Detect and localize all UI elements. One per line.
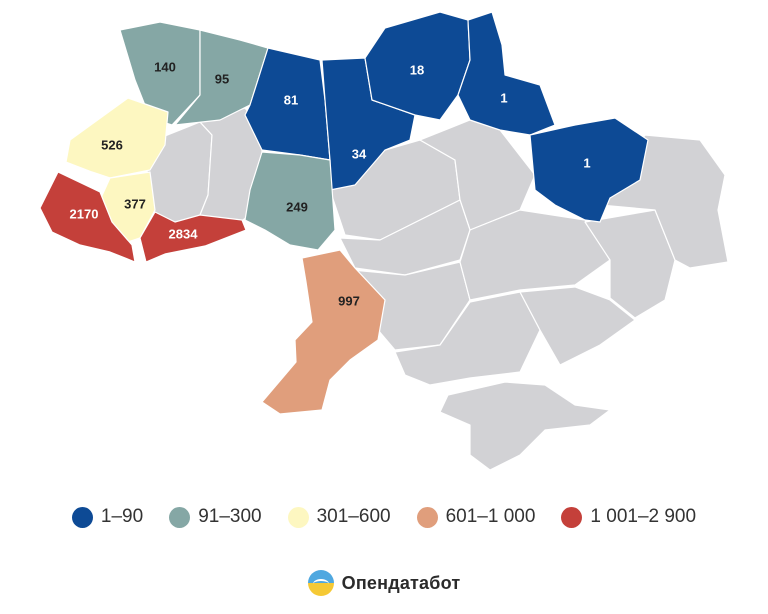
label-kyiv: 34 xyxy=(352,146,367,161)
label-chernihiv: 18 xyxy=(410,62,424,77)
opendatabot-logo-icon xyxy=(307,570,334,596)
legend-label: 91–300 xyxy=(198,506,262,527)
label-odesa: 997 xyxy=(338,293,360,308)
legend-swatch xyxy=(71,506,93,528)
legend-swatch xyxy=(169,506,191,528)
ukraine-choropleth-map: 140 95 81 34 18 1 1 249 997 526 377 2170… xyxy=(39,11,729,471)
region-crimea[interactable] xyxy=(439,381,611,471)
region-sumy[interactable] xyxy=(457,11,556,136)
region-odesa[interactable] xyxy=(261,249,386,415)
legend-item: 601–1 000 xyxy=(416,506,536,528)
brand-name: Опендатабот xyxy=(341,572,461,593)
legend-swatch xyxy=(561,506,583,528)
legend-label: 601–1 000 xyxy=(445,506,536,527)
label-zakarpattia: 2170 xyxy=(70,206,99,221)
legend-item: 301–600 xyxy=(287,506,391,528)
label-volyn: 140 xyxy=(154,59,176,74)
region-rivne[interactable] xyxy=(174,29,269,126)
legend-label: 1–90 xyxy=(100,506,144,527)
region-volyn[interactable] xyxy=(119,21,201,126)
region-zakarpattia[interactable] xyxy=(39,171,136,263)
region-chernivtsi[interactable] xyxy=(139,211,247,263)
legend-label: 1 001–2 900 xyxy=(590,506,697,527)
legend-item: 1 001–2 900 xyxy=(561,506,696,528)
label-zhytomyr: 81 xyxy=(284,92,298,107)
region-zaporizhzhia[interactable] xyxy=(519,286,636,366)
region-kharkiv[interactable] xyxy=(529,117,649,223)
label-chernivtsi: 2834 xyxy=(169,226,199,241)
region-dnipropetrovsk[interactable] xyxy=(459,209,611,301)
label-kharkiv: 1 xyxy=(583,155,590,170)
label-rivne: 95 xyxy=(215,71,229,86)
label-lviv: 526 xyxy=(101,137,123,152)
legend-swatch xyxy=(287,506,309,528)
legend-swatch xyxy=(416,506,438,528)
map-legend: 1–90 91–300 301–600 601–1 000 1 001–2 90… xyxy=(0,506,768,528)
brand-footer: Опендатабот xyxy=(0,570,768,596)
legend-item: 91–300 xyxy=(169,506,262,528)
label-vinnytsia: 249 xyxy=(286,199,308,214)
legend-label: 301–600 xyxy=(316,506,391,527)
region-vinnytsia[interactable] xyxy=(244,151,336,251)
region-kherson[interactable] xyxy=(394,291,541,386)
label-sumy: 1 xyxy=(500,90,507,105)
legend-item: 1–90 xyxy=(71,506,144,528)
label-ivano-frankivsk: 377 xyxy=(124,196,146,211)
